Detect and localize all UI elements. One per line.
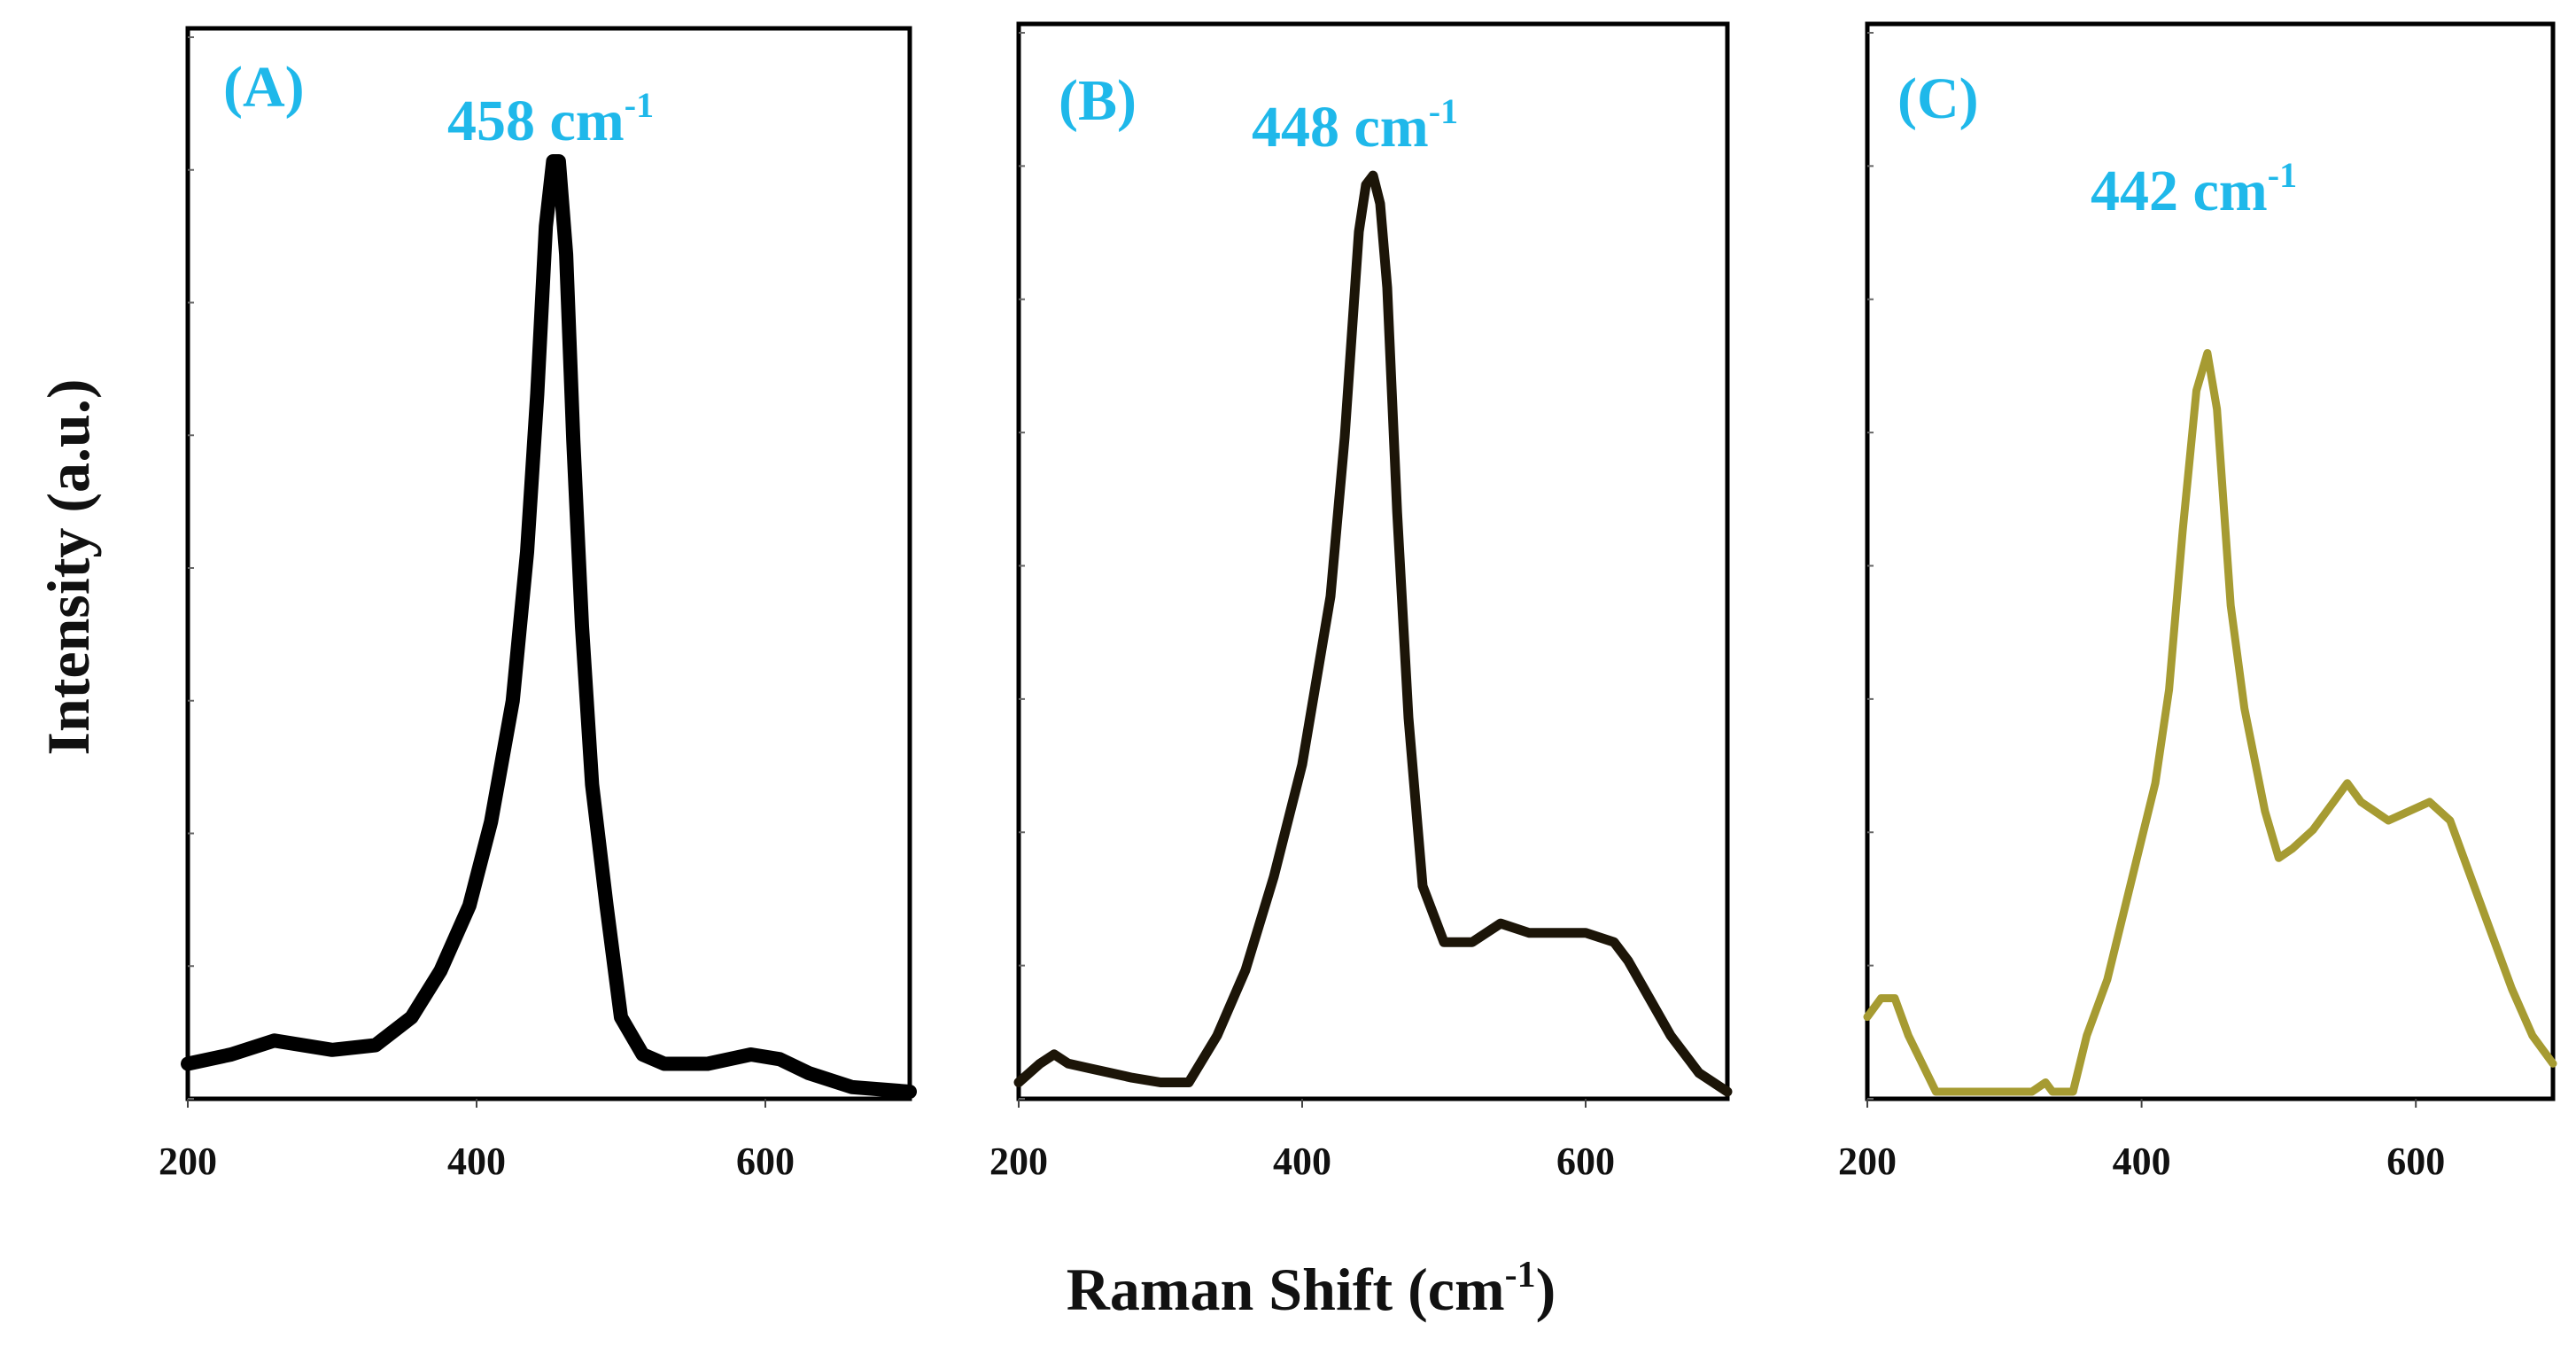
peak-label-value: 458 cm <box>447 89 625 153</box>
panel-label: (C) <box>1897 66 1979 131</box>
panel-b: 200 400 600 (B) 448 cm-1 <box>989 21 1733 1183</box>
spectrum-line <box>181 154 917 1099</box>
peak-label-sup: -1 <box>2268 155 2297 195</box>
y-axis-title: Intensity (a.u.) <box>35 378 102 755</box>
x-tick-label: 600 <box>2386 1140 2445 1183</box>
x-tick-label: 400 <box>1273 1140 1331 1183</box>
spectrum-line <box>1013 170 1733 1097</box>
plot-frame <box>185 26 912 1101</box>
panel-label: (B) <box>1059 68 1137 133</box>
peak-label: 448 cm-1 <box>1252 91 1458 160</box>
spectrum-line <box>1863 349 2557 1096</box>
panel-a: 200 400 600 (A) 458 cm-1 <box>159 26 917 1183</box>
x-tick-label: 200 <box>159 1140 217 1183</box>
panel-c: 200 400 600 (C) 442 cm-1 <box>1838 21 2557 1183</box>
peak-label: 442 cm-1 <box>2091 155 2297 223</box>
x-axis-title: Raman Shift (cm-1) <box>1067 1255 1556 1323</box>
x-tick-label: 400 <box>447 1140 506 1183</box>
peak-label: 458 cm-1 <box>447 85 654 153</box>
x-axis-title-close: ) <box>1536 1256 1556 1323</box>
peak-label-sup: -1 <box>1429 91 1458 131</box>
plot-frame <box>1016 21 1730 1101</box>
x-tick-label: 600 <box>736 1140 795 1183</box>
x-tick-label: 200 <box>989 1140 1048 1183</box>
peak-label-sup: -1 <box>625 85 654 125</box>
x-axis-title-sup: -1 <box>1505 1255 1536 1296</box>
x-tick-label: 400 <box>2113 1140 2171 1183</box>
peak-label-value: 442 cm <box>2091 159 2268 223</box>
plot-frame <box>1865 21 2556 1101</box>
x-tick-label: 600 <box>1556 1140 1615 1183</box>
x-tick-label: 200 <box>1838 1140 1897 1183</box>
panel-label: (A) <box>223 55 305 120</box>
x-axis-title-main: Raman Shift (cm <box>1067 1256 1505 1323</box>
peak-label-value: 448 cm <box>1252 95 1429 160</box>
